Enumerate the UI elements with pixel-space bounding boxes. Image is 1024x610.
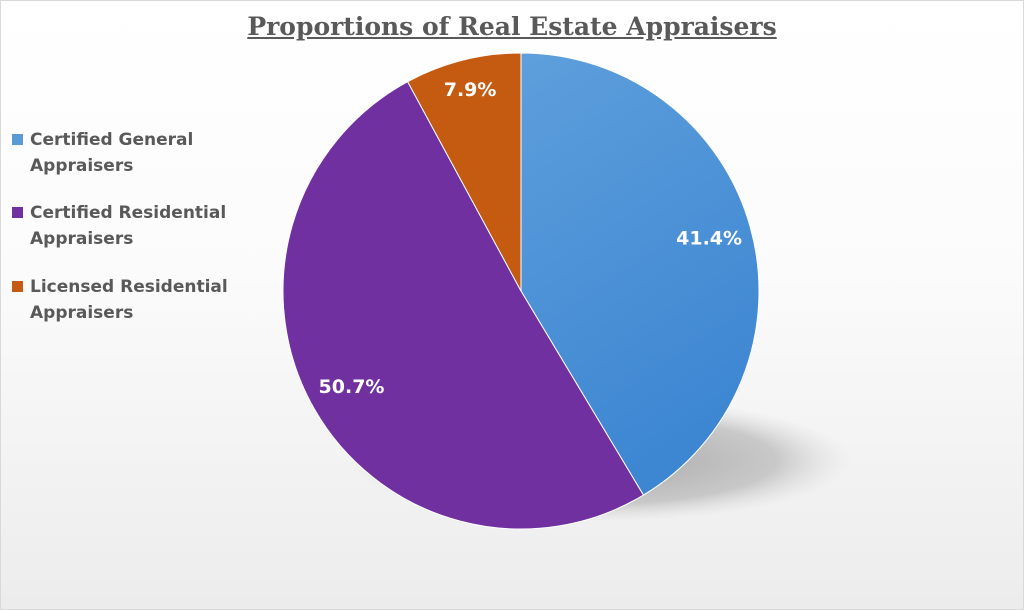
- pie-slices: [283, 53, 759, 529]
- data-label-certified-residential: 50.7%: [319, 376, 385, 398]
- data-label-certified-general: 41.4%: [676, 227, 742, 249]
- data-label-licensed-residential: 7.9%: [444, 79, 497, 101]
